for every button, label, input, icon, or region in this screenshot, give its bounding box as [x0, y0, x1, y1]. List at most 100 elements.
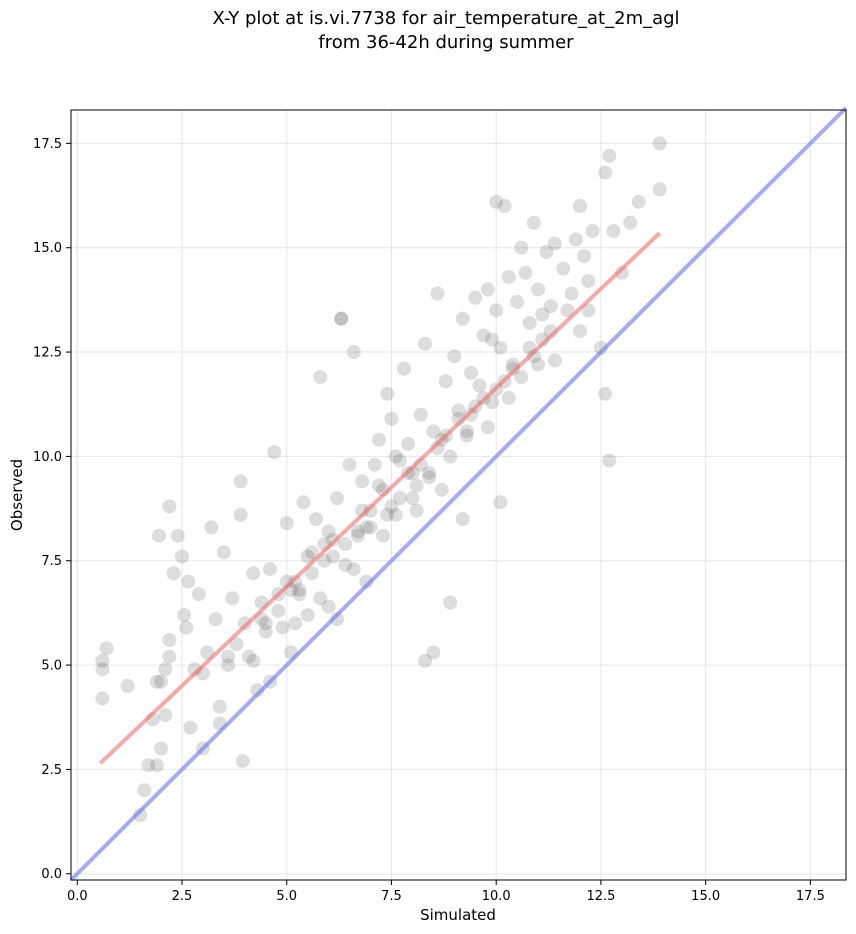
data-point	[493, 340, 508, 355]
x-tick-label: 10.0	[482, 889, 511, 904]
data-point	[149, 674, 164, 689]
data-point	[309, 511, 324, 526]
data-point	[334, 311, 349, 326]
data-point	[493, 495, 508, 510]
data-point	[151, 528, 166, 543]
data-point	[401, 436, 416, 451]
data-point	[242, 649, 257, 664]
grid-lines	[71, 110, 846, 880]
data-point	[443, 595, 458, 610]
data-point	[510, 294, 525, 309]
data-point	[300, 607, 315, 622]
data-point	[422, 466, 437, 481]
data-point	[350, 528, 365, 543]
data-point	[99, 641, 114, 656]
data-point	[556, 261, 571, 276]
data-point	[489, 194, 504, 209]
data-point	[405, 491, 420, 506]
x-tick-label: 0.0	[67, 889, 88, 904]
data-point	[547, 236, 562, 251]
data-point	[321, 524, 336, 539]
data-point	[409, 503, 424, 518]
y-tick-label: 15.0	[33, 241, 62, 256]
data-point	[614, 265, 629, 280]
data-point	[422, 470, 437, 485]
data-point	[225, 591, 240, 606]
data-point	[472, 378, 487, 393]
data-point	[631, 194, 646, 209]
data-point	[221, 649, 236, 664]
data-point	[430, 286, 445, 301]
data-point	[426, 424, 441, 439]
x-tick-label: 5.0	[276, 889, 297, 904]
data-point	[480, 420, 495, 435]
data-point	[438, 374, 453, 389]
reference-lines	[69, 106, 848, 882]
data-point	[413, 407, 428, 422]
data-point	[585, 224, 600, 239]
data-point	[162, 499, 177, 514]
data-point	[497, 198, 512, 213]
y-tick-label: 17.5	[33, 137, 62, 152]
data-point	[384, 499, 399, 514]
data-point	[191, 587, 206, 602]
data-point	[560, 303, 575, 318]
data-point	[623, 215, 638, 230]
data-point	[141, 758, 156, 773]
data-point	[338, 557, 353, 572]
data-point	[288, 574, 303, 589]
data-point	[170, 528, 185, 543]
data-point	[388, 449, 403, 464]
data-point	[652, 182, 667, 197]
data-point	[480, 282, 495, 297]
data-point	[271, 603, 286, 618]
data-point	[181, 574, 196, 589]
data-point	[514, 370, 529, 385]
identity-line	[69, 106, 848, 882]
data-point	[334, 311, 349, 326]
data-point	[313, 591, 328, 606]
data-point	[166, 566, 181, 581]
data-point	[455, 311, 470, 326]
data-point	[464, 365, 479, 380]
data-point	[350, 524, 365, 539]
data-point	[606, 224, 621, 239]
data-point	[292, 582, 307, 597]
data-point	[262, 562, 277, 577]
data-point	[258, 624, 273, 639]
data-point	[292, 587, 307, 602]
data-point	[409, 478, 424, 493]
data-point	[397, 361, 412, 376]
data-point	[317, 553, 332, 568]
x-tick-label: 2.5	[172, 889, 193, 904]
data-point	[485, 395, 500, 410]
data-point	[577, 249, 592, 264]
data-point	[221, 658, 236, 673]
data-point	[426, 645, 441, 660]
data-point	[568, 232, 583, 247]
data-point	[212, 699, 227, 714]
data-point	[296, 495, 311, 510]
data-point	[300, 549, 315, 564]
data-point	[531, 282, 546, 297]
chart-title-line1: X-Y plot at is.vi.7738 for air_temperatu…	[212, 8, 679, 29]
data-point	[330, 491, 345, 506]
data-point	[526, 215, 541, 230]
data-point	[208, 612, 223, 627]
data-point	[149, 758, 164, 773]
data-point	[581, 303, 596, 318]
data-point	[539, 244, 554, 259]
data-points	[95, 136, 667, 823]
data-point	[177, 607, 192, 622]
data-point	[380, 386, 395, 401]
data-point	[417, 653, 432, 668]
data-point	[359, 520, 374, 535]
data-point	[267, 445, 282, 460]
data-point	[235, 754, 250, 769]
data-point	[514, 240, 529, 255]
data-point	[522, 315, 537, 330]
data-point	[258, 616, 273, 631]
data-point	[288, 616, 303, 631]
data-point	[531, 357, 546, 372]
